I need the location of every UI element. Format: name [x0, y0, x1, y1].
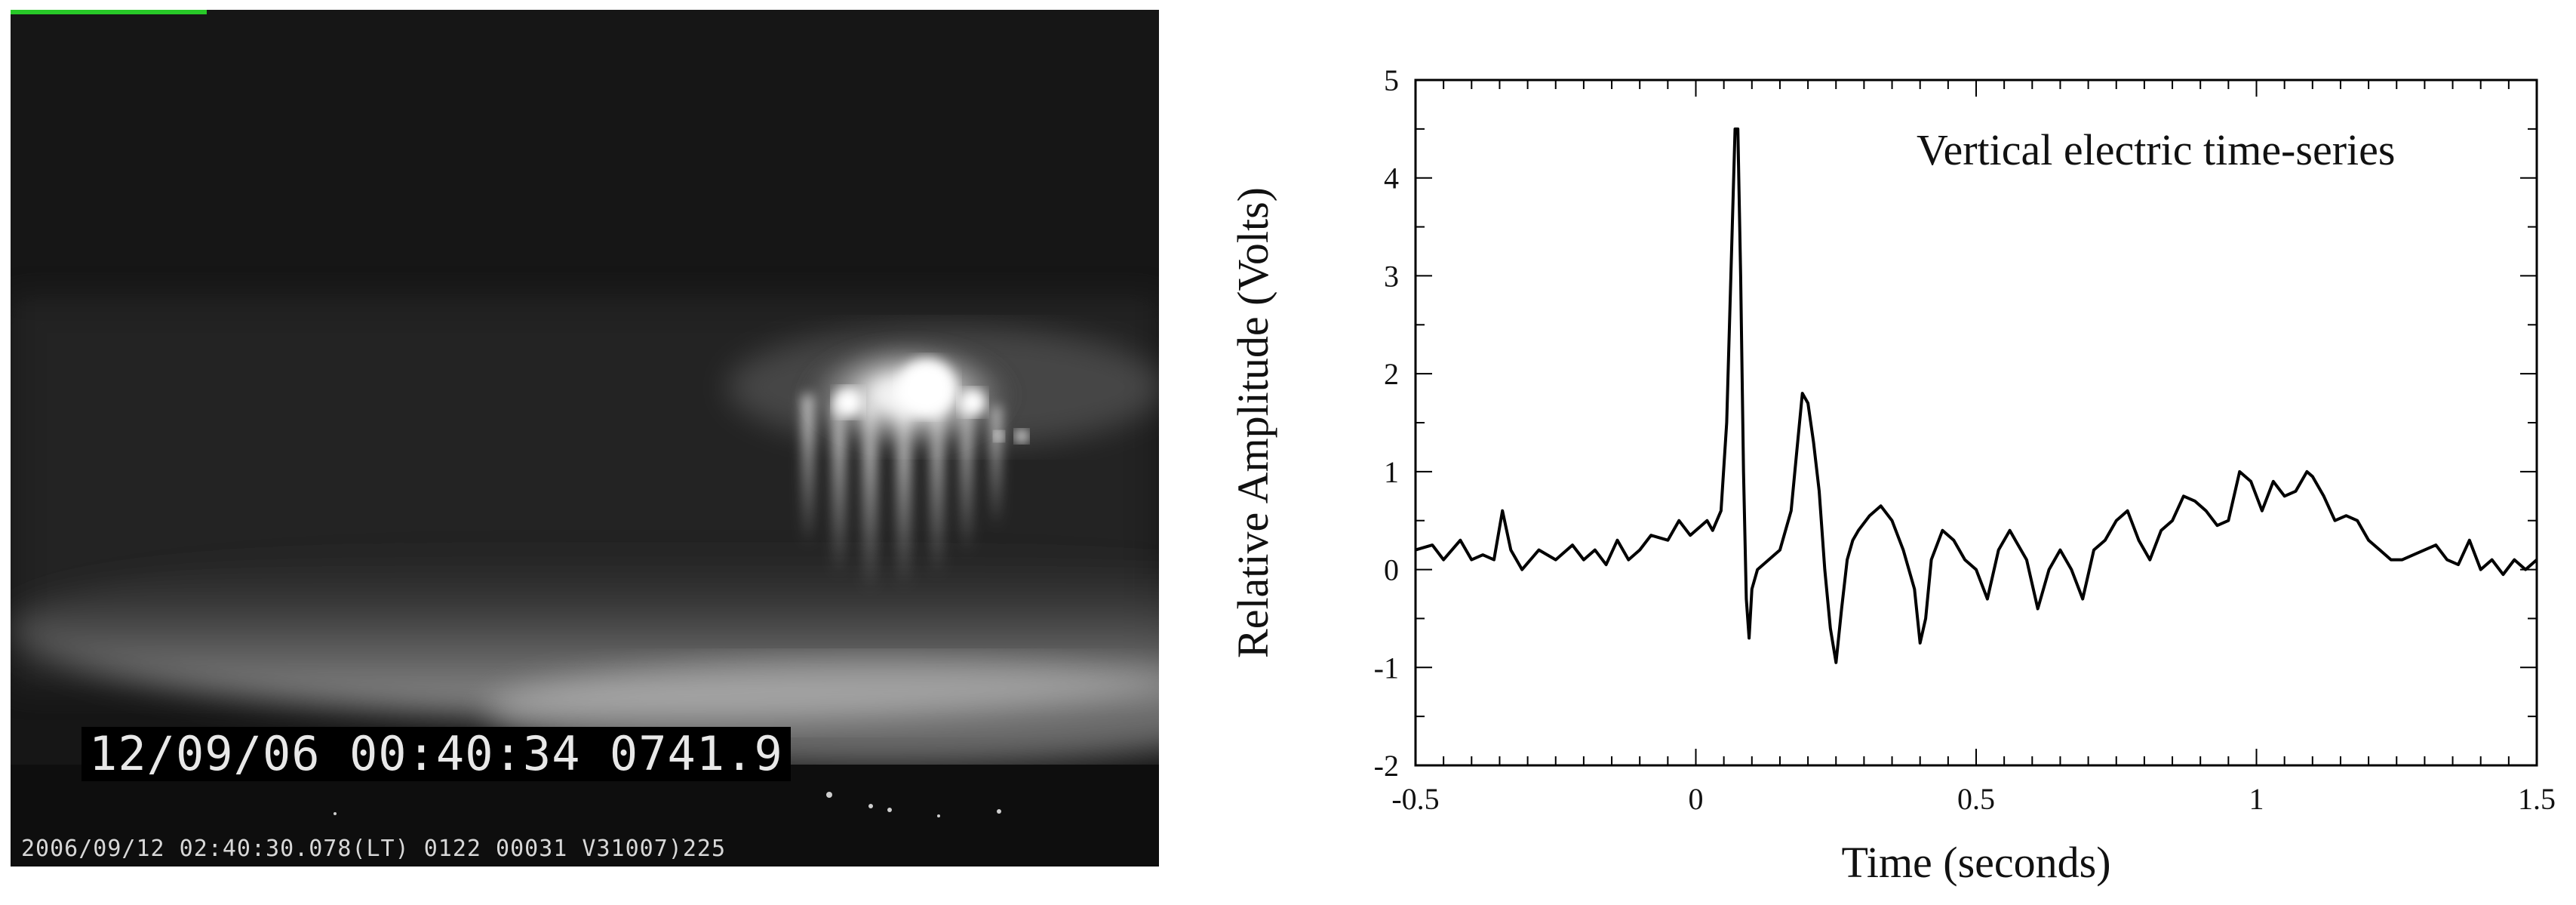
- sprite-photo-image: [11, 10, 1159, 867]
- x-tick-label: 0.5: [1957, 782, 1995, 816]
- electric-field-chart: -2 -1 0 1 2 3 4 5 -0.5 0 0.5 1 1.5 Vertical electri…: [1228, 63, 2556, 887]
- x-axis-label: Time (seconds): [1841, 838, 2110, 887]
- video-footer-overlay: 2006/09/12 02:40:30.078(LT) 0122 00031 V…: [21, 836, 727, 862]
- y-axis-label: Relative Amplitude (Volts): [1228, 187, 1277, 658]
- y-tick-label: 1: [1384, 455, 1399, 489]
- plot-frame: [1414, 78, 2538, 767]
- series-line: [1415, 127, 2538, 664]
- sprite-photo: 12/09/06 00:40:34 0741.9 2006/09/12 02:4…: [11, 10, 1159, 867]
- chart-annotation: Vertical electric time-series: [1917, 125, 2395, 174]
- y-tick-label: -1: [1374, 651, 1399, 685]
- x-tick-labels: -0.5 0 0.5 1 1.5: [1391, 782, 2556, 816]
- y-tick-label: 4: [1384, 162, 1399, 195]
- y-tick-label: 5: [1384, 63, 1399, 97]
- x-tick-label: 1: [2249, 782, 2264, 816]
- chart-panel: -2 -1 0 1 2 3 4 5 -0.5 0 0.5 1 1.5 Vertical electri…: [1177, 0, 2576, 901]
- axis-ticks: [1415, 79, 2538, 766]
- y-tick-label: 2: [1384, 357, 1399, 391]
- y-tick-label: -2: [1374, 749, 1399, 783]
- y-tick-label: 0: [1384, 553, 1399, 587]
- ground-lights: [334, 792, 1001, 817]
- y-tick-labels: -2 -1 0 1 2 3 4 5: [1374, 63, 1399, 783]
- x-tick-label: 1.5: [2518, 782, 2556, 816]
- x-tick-label: 0: [1689, 782, 1704, 816]
- x-tick-label: -0.5: [1391, 782, 1439, 816]
- video-timestamp-overlay: 12/09/06 00:40:34 0741.9: [81, 727, 791, 781]
- y-tick-label: 3: [1384, 259, 1399, 293]
